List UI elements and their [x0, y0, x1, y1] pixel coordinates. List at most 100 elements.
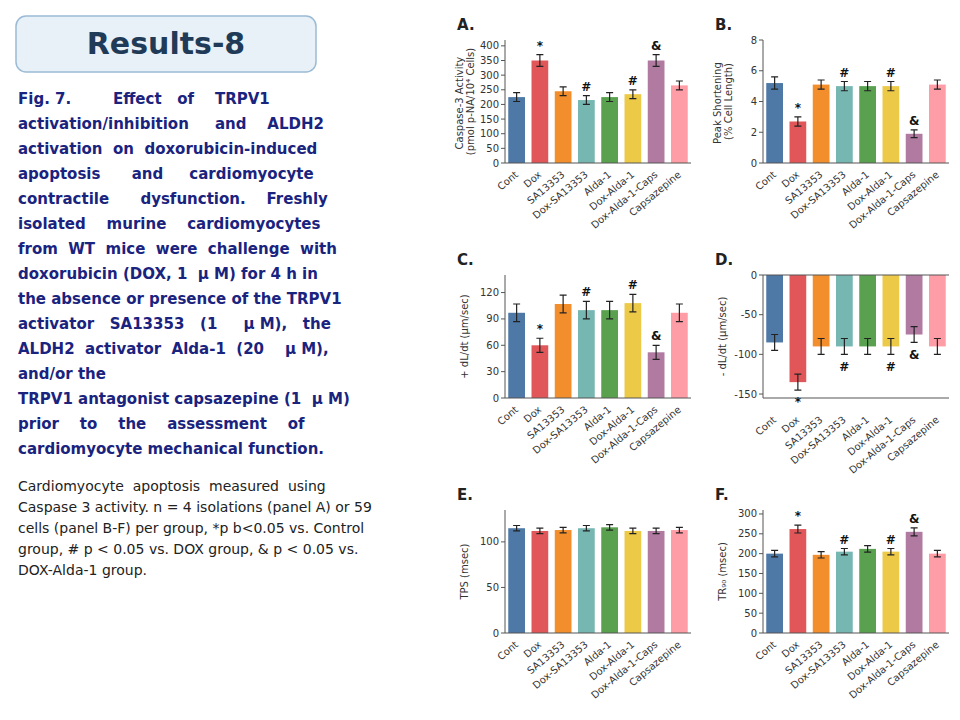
caption-bold-line: cardiomyocyte mechanical function.: [18, 440, 324, 458]
error-bar: [629, 528, 636, 533]
bar: [555, 530, 572, 633]
annotation: #: [839, 66, 849, 80]
annotation: #: [886, 360, 896, 374]
error-bar: [536, 528, 543, 533]
error-bar: [560, 527, 567, 532]
annotation: &: [909, 114, 919, 128]
panel-title: A.: [457, 16, 475, 34]
y-axis-line: [505, 275, 506, 398]
error-bar: [818, 80, 825, 89]
caption-bold-line: activation on doxorubicin-induced: [18, 140, 317, 158]
y-tick: [759, 573, 763, 574]
y-tick: [759, 553, 763, 554]
annotation: &: [909, 348, 919, 362]
y-tick: [759, 354, 763, 355]
panel: B.02468Peak Shortening (% Cell Length)*#…: [712, 16, 950, 231]
y-tick: [501, 292, 505, 293]
bar: [532, 531, 549, 633]
annotation: #: [886, 533, 896, 547]
y-tick-label: 90: [486, 313, 499, 324]
y-tick: [501, 587, 505, 588]
y-tick: [501, 89, 505, 90]
x-tick-label: Dox-SA13353: [531, 639, 590, 691]
y-axis-line: [763, 510, 764, 633]
error-bar: [771, 550, 778, 556]
caption-bold-line: the absence or presence of the TRPV1: [18, 290, 342, 308]
bar: [625, 531, 642, 633]
x-tick-label: Cont: [495, 404, 520, 427]
bar: [906, 275, 923, 335]
marks: [766, 525, 945, 633]
error-bar: [841, 338, 848, 354]
y-axis-label: TR₉₀ (msec): [717, 542, 728, 602]
y-tick: [501, 163, 505, 164]
error-bar: [841, 548, 848, 554]
annotation: #: [839, 360, 849, 374]
annotation: *: [795, 101, 802, 115]
y-tick: [501, 119, 505, 120]
error-bar: [606, 525, 613, 530]
panel-title: C.: [457, 251, 474, 269]
y-tick-label: 300: [480, 70, 499, 81]
caption-line: Caspase 3 activity. n = 4 isolations (pa…: [18, 499, 372, 515]
caption-bold-line: from WT mice were challenge with: [18, 240, 337, 258]
x-tick-label: Cont: [495, 639, 520, 662]
bar: [601, 310, 618, 398]
y-axis-label: Caspase-3 Activity (pmol p-NA/10⁴ Cells): [454, 48, 477, 156]
caption-bold-line: contractile dysfunction. Freshly: [18, 190, 328, 208]
y-tick-label: 2: [751, 127, 757, 138]
zero-line: [763, 275, 949, 276]
y-axis-label: - dL/dt (μm/sec): [717, 297, 728, 377]
error-bar: [911, 327, 918, 343]
caption-bold-line: ALDH2 activator Alda-1 (20 μ M),: [18, 340, 329, 358]
y-axis-label: Peak Shortening (% Cell Length): [712, 59, 735, 144]
error-bar: [513, 304, 520, 322]
annotation: *: [795, 395, 802, 409]
y-tick-label: 200: [738, 548, 757, 559]
y-tick: [759, 533, 763, 534]
y-tick: [759, 593, 763, 594]
bar: [813, 555, 830, 633]
panel-title: E.: [457, 486, 473, 504]
error-bar: [513, 525, 520, 530]
error-bar: [583, 301, 590, 319]
error-bar: [771, 77, 778, 89]
caption-bold-line: activator SA13353 (1 μ M), the: [18, 315, 331, 333]
x-tick-label: Capsazepine: [627, 404, 683, 453]
error-bar: [536, 338, 543, 352]
x-axis-line: [763, 633, 949, 634]
y-tick: [759, 163, 763, 164]
error-bar: [653, 345, 660, 359]
caption-line: Cardiomyocyte apoptosis measured using: [18, 478, 326, 494]
bar: [766, 83, 783, 163]
y-axis-label-part: Caspase-3 Activity: [454, 54, 465, 150]
bar: [929, 554, 946, 633]
y-tick-label: 100: [480, 536, 499, 547]
y-tick: [501, 398, 505, 399]
bar: [671, 313, 688, 398]
y-tick: [759, 314, 763, 315]
y-axis-line: [505, 40, 506, 163]
error-bar: [606, 93, 613, 102]
x-tick-label: Cont: [753, 169, 778, 192]
y-tick: [759, 613, 763, 614]
bar: [836, 86, 853, 163]
annotation: *: [537, 322, 544, 336]
y-axis-line: [763, 275, 764, 398]
y-tick-label: 0: [493, 628, 499, 639]
y-tick-label: 0: [493, 158, 499, 169]
x-tick-label: Cont: [495, 169, 520, 192]
x-axis-line: [505, 633, 691, 634]
y-tick-label: 4: [751, 96, 757, 107]
y-tick-label: 150: [480, 114, 499, 125]
annotation: #: [628, 278, 638, 292]
bar: [790, 121, 807, 163]
bar: [648, 531, 665, 633]
marks: [508, 55, 687, 163]
bar: [532, 61, 549, 164]
error-bar: [864, 338, 871, 354]
bar: [508, 97, 525, 163]
panel: C.0306090120+ dL/dt (μm/sec)*##&ContDoxS…: [457, 251, 691, 466]
error-bar: [536, 55, 543, 67]
error-bar: [911, 130, 918, 138]
